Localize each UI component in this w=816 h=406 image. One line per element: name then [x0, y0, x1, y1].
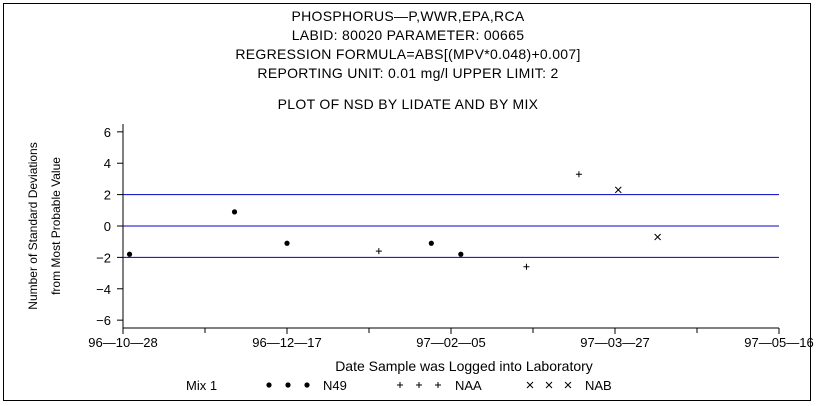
data-point-nab — [614, 186, 622, 194]
legend-marker-nab — [526, 381, 534, 389]
title-line-4: REPORTING UNIT: 0.01 mg/l UPPER LIMIT: 2 — [257, 65, 559, 81]
legend-marker-naa — [397, 382, 403, 388]
data-point-n49 — [231, 209, 238, 215]
legend-marker-nab — [564, 381, 572, 389]
data-point-n49 — [284, 240, 290, 246]
legend-marker-n49 — [266, 382, 272, 388]
x-tick-label: 97—03—27 — [580, 335, 649, 350]
y-tick-label: −4 — [96, 282, 111, 297]
legend-marker-naa — [416, 382, 422, 388]
title-line-2: LABID: 80020 PARAMETER: 00665 — [291, 27, 525, 43]
y-axis-label-line-2: from Most Probable Value — [49, 157, 63, 295]
data-point-naa — [375, 248, 382, 255]
y-tick-label: −2 — [96, 250, 111, 265]
y-tick-label: 4 — [104, 156, 111, 171]
x-axis-label: Date Sample was Logged into Laboratory — [335, 358, 593, 374]
chart-frame — [3, 3, 811, 401]
x-tick-label: 96—10—28 — [88, 335, 157, 350]
data-point-n49 — [428, 240, 434, 246]
legend-marker-naa — [435, 382, 441, 388]
legend-marker-n49 — [285, 382, 291, 388]
y-tick-label: 6 — [104, 125, 111, 140]
title-line-1: PHOSPHORUS—P,WWR,EPA,RCA — [291, 8, 525, 24]
title-line-3: REGRESSION FORMULA=ABS[(MPV*0.048)+0.007… — [235, 46, 581, 62]
data-point-n49 — [126, 251, 133, 257]
y-tick-label: 0 — [104, 219, 111, 234]
y-axis-label-line-1: Number of Standard Deviations — [26, 142, 40, 309]
x-tick-label: 96—12—17 — [252, 335, 321, 350]
y-tick-label: −6 — [96, 313, 111, 328]
legend-label-naa: NAA — [455, 378, 482, 393]
legend-label-n49: N49 — [323, 378, 347, 393]
legend-marker-n49 — [304, 382, 310, 388]
data-point-nab — [654, 233, 661, 241]
data-point-naa — [523, 263, 530, 270]
plot-title: PLOT OF NSD BY LIDATE AND BY MIX — [277, 96, 539, 112]
data-point-naa — [575, 171, 582, 178]
legend-marker-nab — [545, 381, 553, 389]
data-point-n49 — [458, 251, 464, 257]
y-tick-label: 2 — [104, 188, 111, 203]
x-tick-label: 97—02—05 — [416, 335, 485, 350]
legend-label-nab: NAB — [585, 378, 612, 393]
legend-title: Mix 1 — [186, 378, 217, 393]
x-tick-label: 97—05—16 — [744, 335, 813, 350]
